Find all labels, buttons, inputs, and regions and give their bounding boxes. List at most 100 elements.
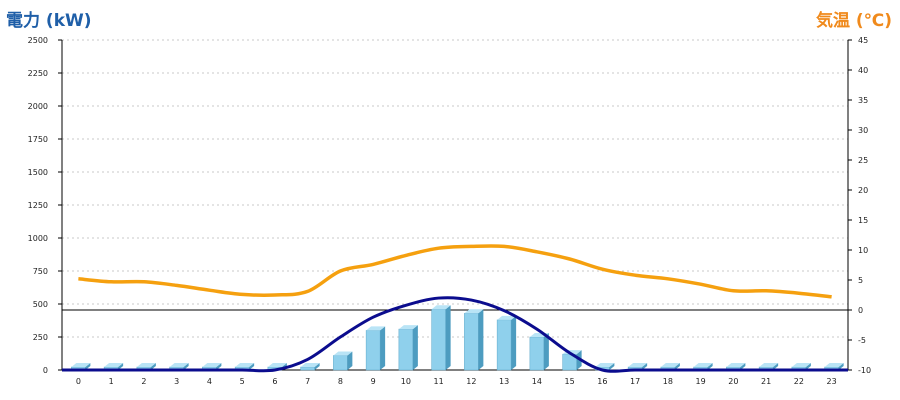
x-tick-label: 14 bbox=[532, 377, 542, 386]
bar-side bbox=[150, 363, 156, 370]
bar-side bbox=[838, 363, 844, 370]
x-tick-label: 10 bbox=[401, 377, 411, 386]
power-series-line bbox=[61, 296, 848, 373]
x-tick-label: 5 bbox=[240, 377, 245, 386]
bar-side bbox=[805, 363, 811, 370]
bar-front bbox=[398, 328, 414, 371]
bar-top bbox=[693, 363, 713, 367]
bar-front bbox=[431, 309, 446, 371]
right-tick-label: 25 bbox=[858, 156, 868, 165]
right-tick-label: 0 bbox=[858, 306, 863, 315]
right-tick-label: 45 bbox=[858, 36, 868, 45]
right-tick-label: -10 bbox=[858, 366, 871, 375]
right-tick-label: 40 bbox=[858, 66, 868, 75]
bar-side bbox=[609, 363, 615, 370]
bar-top bbox=[660, 363, 680, 367]
bar-top bbox=[202, 363, 222, 367]
x-tick-label: 17 bbox=[630, 377, 640, 386]
bar-side bbox=[642, 363, 648, 370]
x-tick-label: 13 bbox=[499, 377, 509, 386]
bar-top bbox=[628, 363, 648, 367]
x-tick-label: 15 bbox=[565, 377, 575, 386]
bar-side bbox=[183, 363, 189, 370]
x-tick-label: 11 bbox=[434, 377, 444, 386]
bar-top bbox=[431, 305, 451, 310]
bar-side bbox=[543, 333, 549, 370]
right-axis-title: 気温 (℃) bbox=[815, 11, 892, 31]
bar-side bbox=[511, 315, 517, 370]
bar-top bbox=[497, 315, 517, 320]
x-tick-label: 19 bbox=[696, 377, 706, 386]
bar-top bbox=[726, 363, 746, 367]
bar-front bbox=[300, 366, 315, 371]
bar-front bbox=[496, 319, 512, 371]
bar-side bbox=[314, 363, 320, 370]
left-tick-label: 1250 bbox=[28, 201, 48, 210]
bar-top bbox=[71, 363, 91, 367]
x-tick-label: 6 bbox=[272, 377, 277, 386]
bar-side bbox=[216, 363, 222, 370]
right-tick-label: 30 bbox=[858, 126, 868, 135]
x-tick-label: 0 bbox=[76, 377, 81, 386]
bar-side bbox=[674, 363, 680, 370]
bar-side bbox=[118, 363, 124, 370]
x-tick-label: 7 bbox=[305, 377, 310, 386]
bar-top bbox=[235, 363, 255, 367]
bar-top bbox=[104, 363, 124, 367]
bar-side bbox=[249, 363, 255, 370]
x-tick-label: 23 bbox=[827, 377, 837, 386]
x-tick-label: 16 bbox=[597, 377, 607, 386]
right-tick-label: 10 bbox=[858, 246, 868, 255]
left-tick-label: 750 bbox=[33, 267, 48, 276]
bar-top bbox=[464, 309, 484, 314]
bar-top bbox=[791, 363, 811, 367]
x-tick-label: 12 bbox=[466, 377, 476, 386]
left-tick-label: 2500 bbox=[28, 36, 48, 45]
bar-side bbox=[85, 363, 91, 370]
bar-side bbox=[445, 305, 451, 370]
x-tick-label: 20 bbox=[728, 377, 738, 386]
left-tick-label: 0 bbox=[43, 366, 48, 375]
bar-front bbox=[333, 355, 348, 371]
bar-side bbox=[707, 363, 713, 370]
x-tick-label: 21 bbox=[761, 377, 771, 386]
bar-side bbox=[740, 363, 746, 370]
x-tick-label: 8 bbox=[338, 377, 343, 386]
bar-top bbox=[333, 351, 353, 356]
temperature-series-line bbox=[78, 244, 832, 299]
bar-top bbox=[136, 363, 156, 367]
x-tick-label: 18 bbox=[663, 377, 673, 386]
x-tick-label: 2 bbox=[141, 377, 146, 386]
bar-top bbox=[267, 363, 287, 367]
x-tick-label: 3 bbox=[174, 377, 179, 386]
left-tick-label: 500 bbox=[33, 300, 48, 309]
bar-top bbox=[300, 363, 320, 367]
bar-top bbox=[759, 363, 779, 367]
bar-top bbox=[824, 363, 844, 367]
left-axis-title: 電力 (kW) bbox=[6, 11, 92, 31]
bar-top bbox=[595, 363, 615, 367]
bar-side bbox=[478, 309, 484, 370]
x-tick-label: 9 bbox=[371, 377, 376, 386]
x-tick-label: 4 bbox=[207, 377, 212, 386]
bar-side bbox=[380, 326, 386, 370]
left-tick-label: 250 bbox=[33, 333, 48, 342]
left-tick-label: 1500 bbox=[28, 168, 48, 177]
x-tick-label: 22 bbox=[794, 377, 804, 386]
left-tick-label: 1000 bbox=[28, 234, 48, 243]
bar-front bbox=[529, 336, 545, 371]
bar-top bbox=[398, 325, 418, 330]
right-tick-label: 20 bbox=[858, 186, 868, 195]
right-tick-label: 5 bbox=[858, 276, 863, 285]
bar-front bbox=[464, 312, 479, 371]
left-tick-label: 2000 bbox=[28, 102, 48, 111]
bar-top bbox=[169, 363, 189, 367]
right-tick-label: -5 bbox=[858, 336, 866, 345]
right-tick-label: 15 bbox=[858, 216, 868, 225]
bar-front bbox=[365, 330, 381, 371]
bar-side bbox=[773, 363, 779, 370]
bar-top bbox=[366, 326, 386, 331]
right-tick-label: 35 bbox=[858, 96, 868, 105]
left-tick-label: 2250 bbox=[28, 69, 48, 78]
